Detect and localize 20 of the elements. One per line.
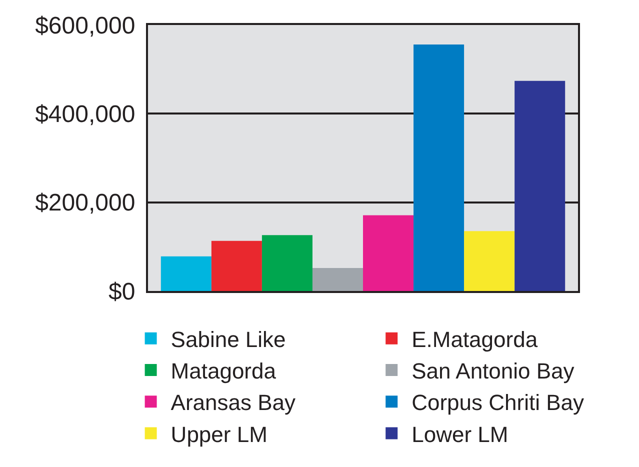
bar	[160, 256, 212, 291]
y-tick-label: $200,000	[35, 190, 136, 217]
legend-label: Upper LM	[170, 422, 268, 447]
legend-label: Aransas Bay	[170, 390, 296, 416]
legend-label: San Antonio Bay	[412, 358, 574, 384]
legend-label: Lower LM	[412, 422, 508, 447]
legend-label: Corpus Chriti Bay	[412, 390, 584, 416]
y-tick-label: $400,000	[35, 101, 136, 128]
bar	[262, 235, 312, 291]
y-tick-label: $600,000	[35, 12, 136, 40]
bar	[514, 80, 566, 291]
bar	[464, 231, 515, 291]
bar	[414, 44, 464, 291]
bar	[211, 240, 262, 291]
legend-label: E.Matagorda	[412, 326, 538, 352]
bar	[312, 268, 363, 291]
legend-label: Sabine Like	[170, 326, 286, 352]
legend-label: Matagorda	[170, 358, 277, 384]
bar	[363, 215, 414, 291]
y-tick-label: $0	[108, 278, 136, 306]
